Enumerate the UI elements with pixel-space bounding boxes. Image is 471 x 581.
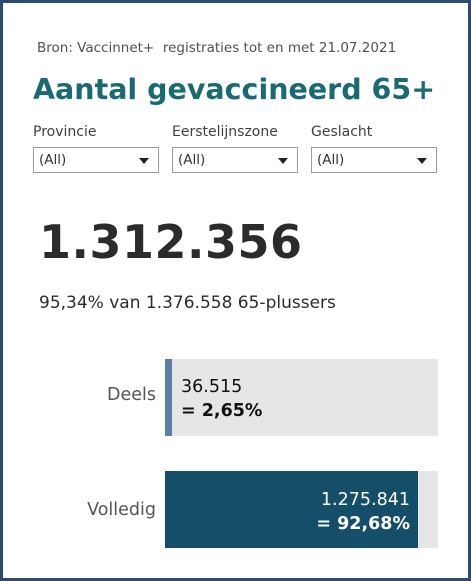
chevron-down-icon — [278, 158, 288, 164]
source-note: Bron: Vaccinnet+ registraties tot en met… — [37, 40, 397, 56]
bar-label-deels: Deels — [107, 385, 156, 405]
chevron-down-icon — [417, 158, 427, 164]
bar-fill-volledig — [165, 471, 419, 548]
geslacht-select-value: (All) — [317, 152, 345, 168]
provincie-select-value: (All) — [39, 152, 67, 168]
filter-provincie-label: Provincie — [33, 124, 97, 140]
chevron-down-icon — [139, 158, 149, 164]
bar-text-volledig: 1.275.841 = 92,68% — [316, 488, 410, 536]
geslacht-select[interactable]: (All) — [311, 147, 437, 173]
bar-text-deels: 36.515 = 2,65% — [181, 375, 262, 423]
bar-pct-volledig: = 92,68% — [316, 514, 410, 534]
provincie-select[interactable]: (All) — [33, 147, 159, 173]
bar-track-deels — [165, 359, 438, 436]
filter-geslacht-label: Geslacht — [311, 124, 373, 140]
page-title: Aantal gevaccineerd 65+ — [33, 73, 436, 106]
bar-pct-deels: = 2,65% — [181, 401, 263, 421]
bar-fill-deels — [165, 359, 173, 436]
coverage-subline: 95,34% van 1.376.558 65-plussers — [39, 293, 336, 313]
bar-label-volledig: Volledig — [87, 500, 156, 520]
filter-eerstelijnszone-label: Eerstelijnszone — [172, 124, 278, 140]
bar-count-deels: 36.515 — [181, 377, 243, 397]
filter-provincie: Provincie (All) — [33, 122, 159, 173]
total-vaccinated: 1.312.356 — [39, 215, 303, 269]
eerstelijnszone-select[interactable]: (All) — [172, 147, 298, 173]
filter-eerstelijnszone: Eerstelijnszone (All) — [172, 122, 298, 173]
filter-geslacht: Geslacht (All) — [311, 122, 437, 173]
bar-track-volledig — [165, 471, 438, 548]
eerstelijnszone-select-value: (All) — [178, 152, 206, 168]
bar-count-volledig: 1.275.841 — [320, 490, 410, 510]
